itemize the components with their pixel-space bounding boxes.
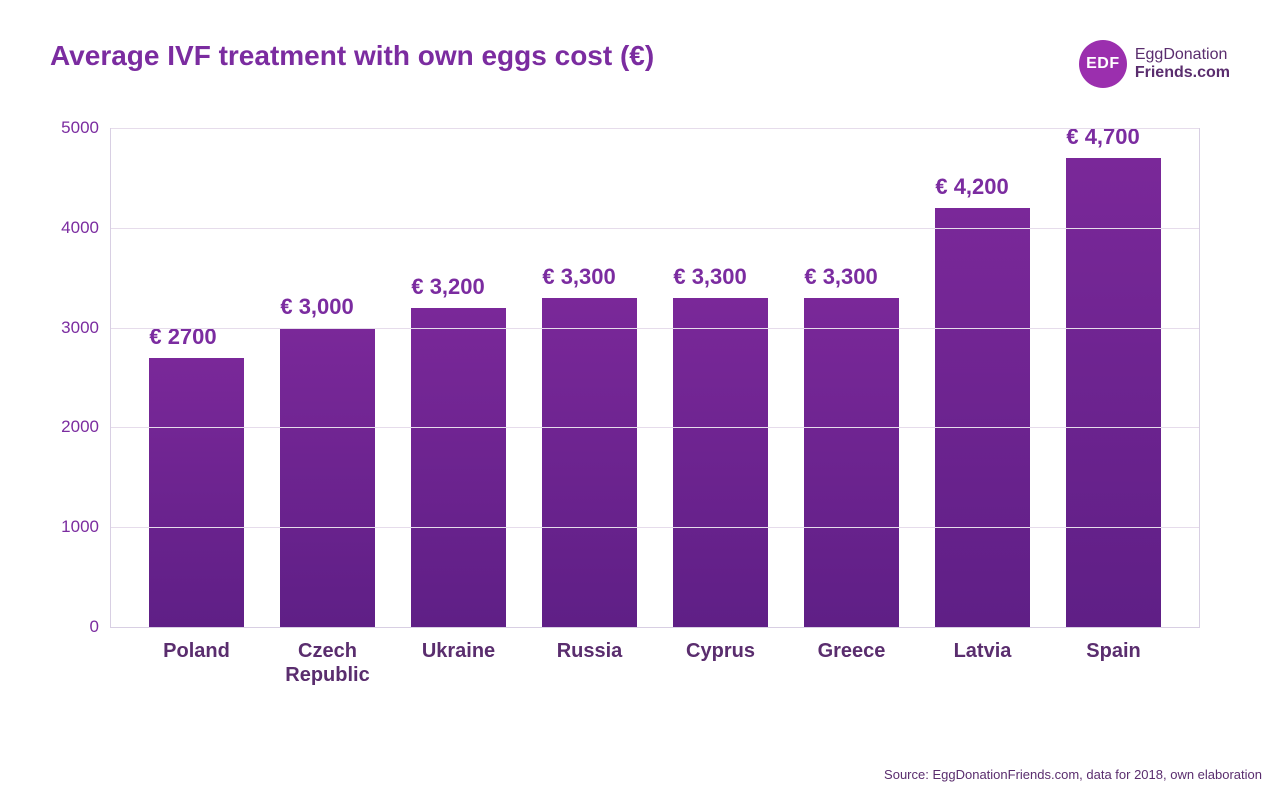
bar-slot: € 4,700 (1048, 128, 1179, 627)
bar-slot: € 3,300 (524, 128, 655, 627)
source-attribution: Source: EggDonationFriends.com, data for… (884, 767, 1262, 782)
x-tick-label: CzechRepublic (262, 639, 393, 687)
y-tick-label: 4000 (61, 218, 111, 238)
bar-slot: € 3,300 (786, 128, 917, 627)
x-axis-labels: PolandCzechRepublicUkraineRussiaCyprusGr… (111, 639, 1199, 687)
x-tick-label: Latvia (917, 639, 1048, 687)
x-tick-label: Russia (524, 639, 655, 687)
logo-badge-icon: EDF (1079, 40, 1127, 88)
gridline (111, 527, 1199, 528)
gridline (111, 427, 1199, 428)
gridline (111, 128, 1199, 129)
bar-slot: € 3,300 (655, 128, 786, 627)
bar-value-label: € 3,300 (673, 264, 746, 290)
bar: € 4,200 (935, 208, 1029, 627)
logo-line1: EggDonation (1135, 46, 1230, 64)
y-tick-label: 5000 (61, 118, 111, 138)
logo-line2: Friends.com (1135, 64, 1230, 82)
x-tick-label: Ukraine (393, 639, 524, 687)
bar: € 3,300 (542, 298, 636, 627)
y-tick-label: 2000 (61, 417, 111, 437)
brand-logo: EDF EggDonation Friends.com (1079, 40, 1230, 88)
bar-slot: € 4,200 (917, 128, 1048, 627)
bar: € 3,200 (411, 308, 505, 627)
bar-value-label: € 4,200 (935, 174, 1008, 200)
chart-header: Average IVF treatment with own eggs cost… (50, 40, 1230, 88)
gridline (111, 328, 1199, 329)
plot-region: € 2700 € 3,000 € 3,200 € 3,300 € 3,300 € 3,30… (110, 128, 1200, 628)
bar-slot: € 3,000 (262, 128, 393, 627)
bar: € 3,000 (280, 328, 374, 627)
x-tick-label: Poland (131, 639, 262, 687)
chart-title: Average IVF treatment with own eggs cost… (50, 40, 654, 72)
bar: € 2700 (149, 358, 243, 627)
bar-value-label: € 3,300 (542, 264, 615, 290)
gridline (111, 228, 1199, 229)
bar-value-label: € 3,300 (804, 264, 877, 290)
y-tick-label: 0 (90, 617, 111, 637)
bar-value-label: € 3,000 (280, 294, 353, 320)
x-tick-label: Cyprus (655, 639, 786, 687)
y-tick-label: 1000 (61, 517, 111, 537)
logo-text: EggDonation Friends.com (1135, 46, 1230, 81)
bar: € 3,300 (804, 298, 898, 627)
bar-slot: € 3,200 (393, 128, 524, 627)
bar-chart: € 2700 € 3,000 € 3,200 € 3,300 € 3,300 € 3,30… (110, 128, 1200, 688)
x-tick-label: Spain (1048, 639, 1179, 687)
bar-value-label: € 3,200 (411, 274, 484, 300)
bar: € 3,300 (673, 298, 767, 627)
bars-container: € 2700 € 3,000 € 3,200 € 3,300 € 3,300 € 3,30… (111, 128, 1199, 627)
y-tick-label: 3000 (61, 318, 111, 338)
x-tick-label: Greece (786, 639, 917, 687)
bar-slot: € 2700 (131, 128, 262, 627)
